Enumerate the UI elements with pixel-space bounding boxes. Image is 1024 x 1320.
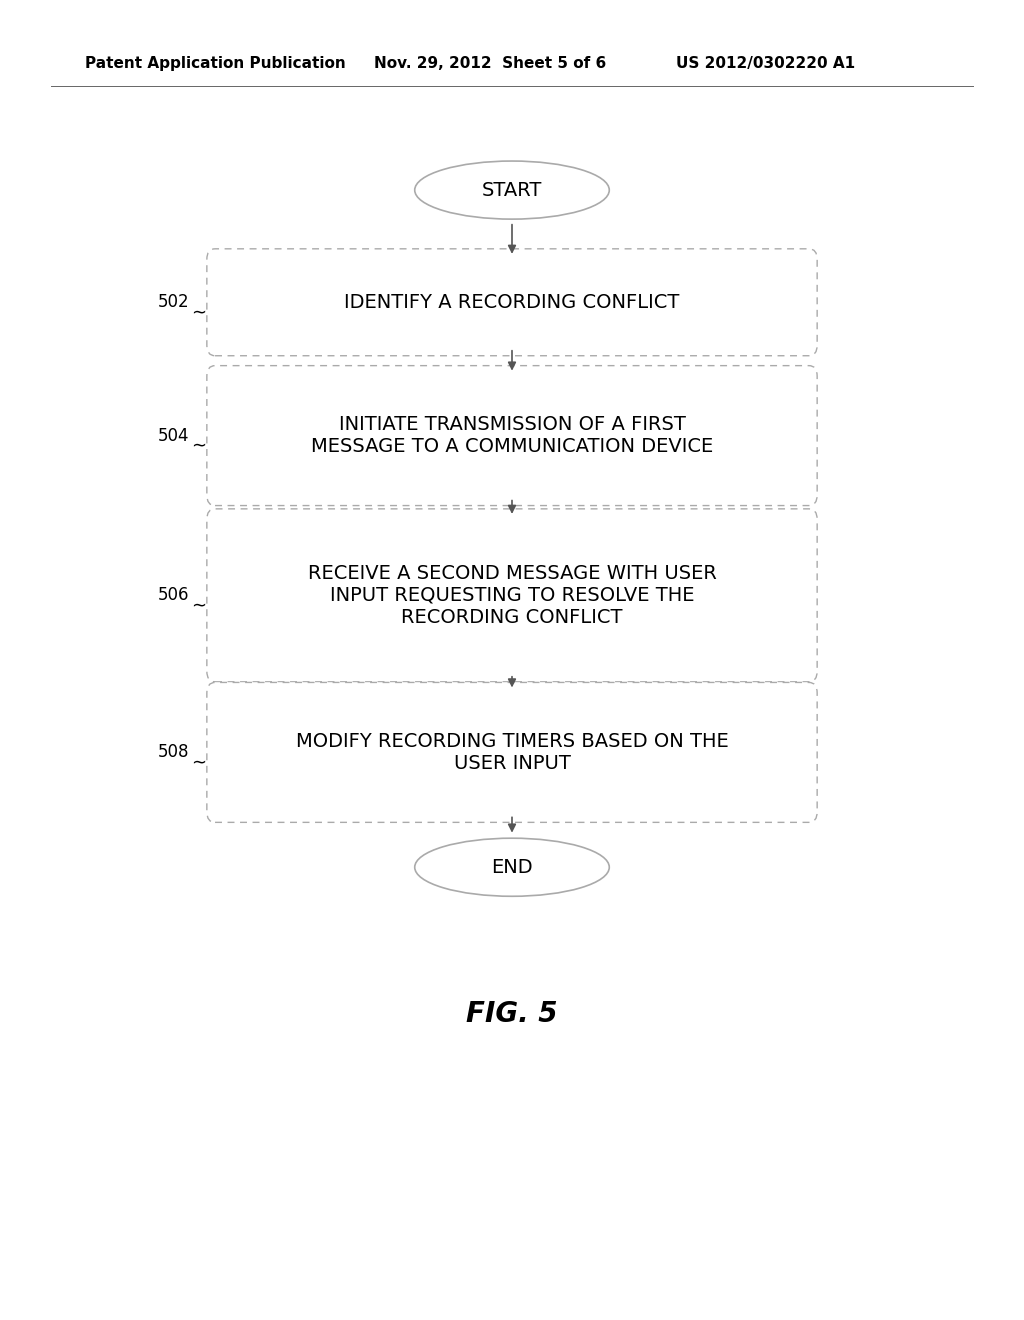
FancyBboxPatch shape [207, 366, 817, 506]
Text: US 2012/0302220 A1: US 2012/0302220 A1 [676, 55, 855, 71]
Text: ∼: ∼ [191, 304, 207, 322]
Text: 502: 502 [158, 293, 189, 312]
Text: 508: 508 [158, 743, 189, 762]
Text: START: START [482, 181, 542, 199]
Text: INITIATE TRANSMISSION OF A FIRST
MESSAGE TO A COMMUNICATION DEVICE: INITIATE TRANSMISSION OF A FIRST MESSAGE… [311, 414, 713, 457]
FancyBboxPatch shape [207, 508, 817, 681]
Text: Patent Application Publication: Patent Application Publication [85, 55, 346, 71]
FancyBboxPatch shape [207, 248, 817, 355]
Text: Nov. 29, 2012  Sheet 5 of 6: Nov. 29, 2012 Sheet 5 of 6 [374, 55, 606, 71]
Text: 504: 504 [158, 426, 189, 445]
Text: ∼: ∼ [191, 597, 207, 615]
Text: MODIFY RECORDING TIMERS BASED ON THE
USER INPUT: MODIFY RECORDING TIMERS BASED ON THE USE… [296, 731, 728, 774]
FancyBboxPatch shape [207, 682, 817, 822]
Text: 506: 506 [158, 586, 189, 605]
Text: ∼: ∼ [191, 754, 207, 772]
Text: RECEIVE A SECOND MESSAGE WITH USER
INPUT REQUESTING TO RESOLVE THE
RECORDING CON: RECEIVE A SECOND MESSAGE WITH USER INPUT… [307, 564, 717, 627]
Text: ∼: ∼ [191, 437, 207, 455]
Ellipse shape [415, 161, 609, 219]
Ellipse shape [415, 838, 609, 896]
Text: IDENTIFY A RECORDING CONFLICT: IDENTIFY A RECORDING CONFLICT [344, 293, 680, 312]
Text: FIG. 5: FIG. 5 [466, 999, 558, 1028]
Text: END: END [492, 858, 532, 876]
